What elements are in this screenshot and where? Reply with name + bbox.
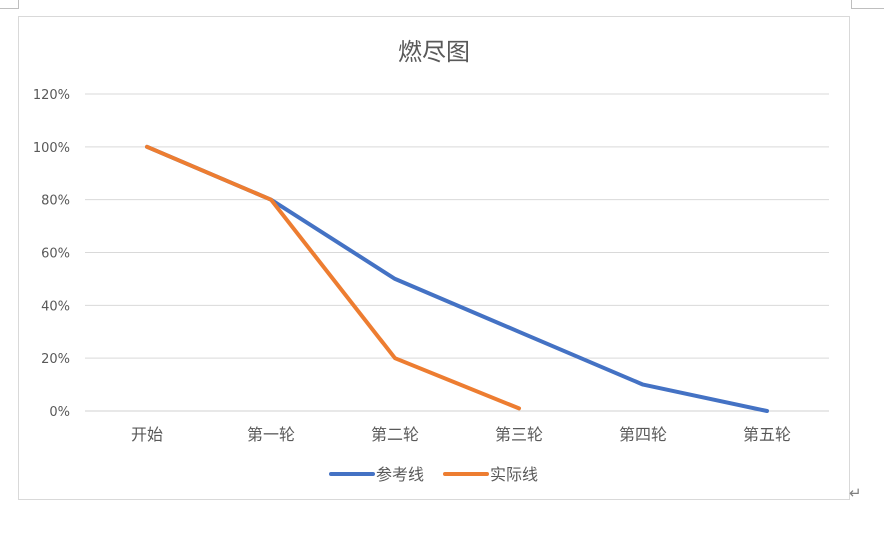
y-tick-label: 20%: [41, 352, 70, 367]
x-tick-label: 第一轮: [247, 425, 295, 444]
burndown-chart: 燃尽图 0% 20% 40% 60% 80% 100% 120% 开始 第一轮 第二轮 第三轮 第四…: [33, 38, 829, 484]
y-tick-label: 100%: [33, 141, 70, 156]
chart-frame[interactable]: 燃尽图 0% 20% 40% 60% 80% 100% 120% 开始 第一轮 第二轮 第三轮 第四…: [18, 16, 850, 500]
x-tick-label: 第四轮: [619, 425, 667, 444]
page-corner-mark-right: [851, 0, 884, 9]
legend: 参考线 实际线: [329, 465, 538, 484]
x-tick-label: 开始: [131, 425, 163, 444]
y-tick-label: 60%: [41, 247, 70, 262]
y-tick-label: 40%: [41, 299, 70, 314]
x-tick-label: 第三轮: [495, 425, 543, 444]
chart-title: 燃尽图: [398, 38, 470, 66]
series-line[interactable]: [145, 144, 521, 411]
legend-label: 参考线: [376, 465, 424, 484]
series-lines: [145, 144, 769, 413]
y-tick-label: 0%: [49, 405, 70, 420]
x-axis-tick-labels: 开始 第一轮 第二轮 第三轮 第四轮 第五轮: [131, 425, 791, 444]
y-tick-label: 120%: [33, 88, 70, 103]
paragraph-return-mark: ↵: [849, 484, 862, 502]
x-tick-label: 第五轮: [743, 425, 791, 444]
y-tick-label: 80%: [41, 194, 70, 209]
page-corner-mark-left: [0, 0, 19, 9]
y-axis-tick-labels: 0% 20% 40% 60% 80% 100% 120%: [33, 88, 70, 420]
legend-label: 实际线: [490, 465, 538, 484]
x-tick-label: 第二轮: [371, 425, 419, 444]
gridlines: [85, 93, 829, 412]
